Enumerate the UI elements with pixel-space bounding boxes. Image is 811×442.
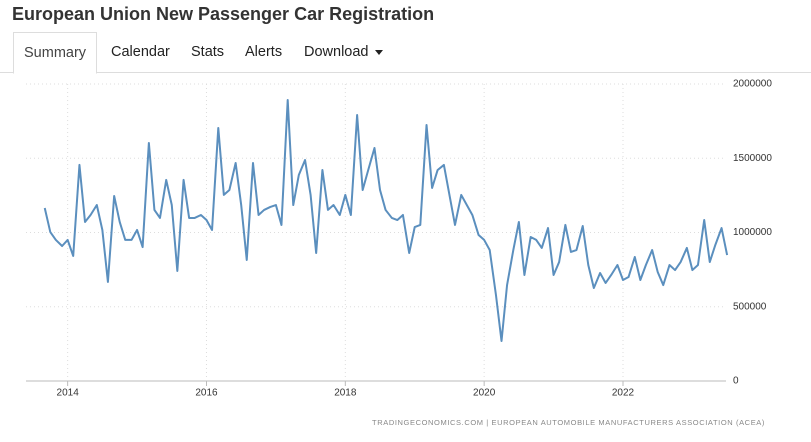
y-tick-label: 1500000	[733, 153, 772, 164]
tab-label[interactable]: Download	[304, 44, 369, 60]
x-tick-label: 2014	[57, 388, 80, 399]
tab[interactable]: Stats	[191, 44, 225, 60]
x-tick-label: 2016	[195, 388, 218, 399]
tab[interactable]: Summary	[13, 32, 98, 74]
tab[interactable]: Download	[304, 32, 383, 72]
y-tick-label: 1000000	[733, 227, 772, 238]
tab[interactable]: Alerts	[245, 44, 283, 60]
x-tick-label: 2020	[473, 388, 496, 399]
y-tick-label: 0	[733, 376, 739, 387]
caret	[374, 49, 383, 55]
page-title: European Union New Passenger Car Registr…	[12, 4, 435, 24]
data-line	[43, 99, 729, 343]
y-tick-label: 500000	[733, 301, 767, 312]
tab-bar: Summary Calendar Stats Alerts Download	[0, 32, 811, 74]
source: TRADINGECONOMICS.COM | EUROPEAN AUTOMOBI…	[372, 418, 765, 427]
x-tick-label: 2022	[612, 388, 635, 399]
chart: TRADINGECONOMICS.COM | EUROPEAN AUTOMOBI…	[26, 79, 772, 427]
tab[interactable]: Calendar	[111, 44, 170, 60]
y-tick-label: 2000000	[733, 79, 772, 90]
x-tick-label: 2018	[334, 388, 357, 399]
